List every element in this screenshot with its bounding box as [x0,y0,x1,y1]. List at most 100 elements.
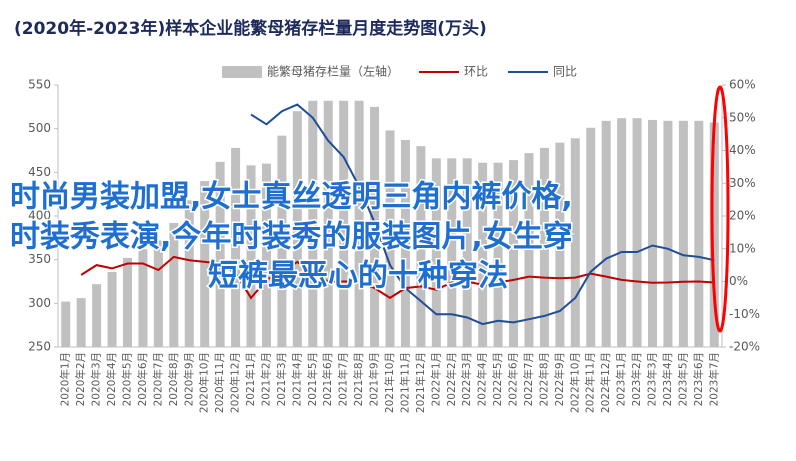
bar [416,146,426,347]
legend-label: 同比 [553,65,577,79]
x-tick-label: 2020年4月 [105,352,118,406]
x-tick-label: 2020年3月 [90,352,103,406]
x-tick-label: 2023年6月 [692,352,705,406]
x-tick-label: 2020年12月 [229,352,242,413]
bar [539,147,549,347]
x-tick-label: 2021年9月 [368,352,381,406]
x-tick-label: 2022年2月 [445,352,458,406]
bar [323,100,333,347]
bar [138,249,148,347]
x-tick-label: 2022年1月 [429,352,442,406]
bar [524,153,534,347]
bar [663,120,673,347]
y2-tick-label: 20% [729,209,756,223]
x-tick-label: 2021年2月 [259,352,272,406]
y-tick-label: 250 [28,340,51,354]
x-tick-label: 2021年11月 [398,352,411,413]
bar [462,158,472,347]
bar [215,161,225,347]
bar [601,120,611,347]
x-tick-label: 2023年1月 [615,352,628,406]
x-tick-label: 2020年2月 [74,352,87,406]
x-tick-label: 2022年9月 [553,352,566,406]
x-tick-label: 2021年10月 [383,352,396,413]
bar [586,127,596,347]
bar [153,240,163,347]
bar [354,100,364,347]
bar [277,135,287,347]
chart-title: (2020年-2023年)样本企业能繁母猪存栏量月度走势图(万头) [14,18,487,39]
bar [292,111,302,347]
bar [431,158,441,347]
y-tick-label: 550 [28,78,51,92]
line [250,103,715,326]
y2-tick-label: 30% [729,176,756,190]
x-tick-label: 2020年7月 [151,352,164,406]
x-tick-label: 2022年12月 [599,352,612,413]
bar [169,222,179,347]
bar [385,130,395,347]
x-tick-label: 2022年3月 [460,352,473,406]
x-tick-label: 2021年4月 [290,352,303,406]
x-tick-label: 2020年1月 [59,352,72,406]
x-tick-label: 2023年3月 [646,352,659,406]
y2-tick-label: -20% [729,340,760,354]
y-tick-label: 450 [28,165,51,179]
y2-tick-label: 60% [729,78,756,92]
x-tick-label: 2023年7月 [707,352,720,406]
x-tick-label: 2020年10月 [198,352,211,413]
bar [709,122,719,347]
y-tick-label: 350 [28,252,51,266]
bar [694,120,704,347]
overlay-text: 短裤最恶心的十种穿法 [208,259,508,294]
x-tick-label: 2023年4月 [661,352,674,406]
y2-tick-label: 0% [729,274,748,288]
bar [107,271,117,347]
bar [308,100,318,347]
x-tick-label: 2023年2月 [630,352,643,406]
x-tick-label: 2020年8月 [167,352,180,406]
overlay-text: 时尚男装加盟,女士真丝透明三角内裤价格, [10,180,573,215]
x-tick-label: 2021年5月 [306,352,319,406]
bar [617,118,627,347]
bar [570,138,580,347]
bar [339,100,349,347]
y2-tick-label: -10% [729,307,760,321]
bar [200,181,210,347]
overlay-text: 时装秀表演,今年时装秀的服装图片,女生穿 [10,220,573,255]
bar [493,162,503,347]
x-tick-label: 2020年11月 [213,352,226,413]
x-tick-label: 2022年10月 [568,352,581,413]
x-tick-label: 2021年6月 [321,352,334,406]
highlight-ellipse [710,85,730,333]
bar [261,163,271,347]
bar [370,106,380,347]
bar [61,301,71,347]
bar [632,118,642,347]
y-tick-label: 400 [28,209,51,223]
legend-swatch [222,66,262,78]
line [80,255,715,300]
x-tick-label: 2022年4月 [476,352,489,406]
y-tick-label: 300 [28,296,51,310]
x-tick-label: 2021年8月 [352,352,365,406]
y2-tick-label: 50% [729,110,756,124]
x-tick-label: 2022年5月 [491,352,504,406]
bar [76,298,86,347]
y2-tick-label: 40% [729,143,756,157]
y2-tick-label: 10% [729,241,756,255]
bar [92,284,102,347]
bar [184,200,194,347]
x-tick-label: 2022年8月 [537,352,550,406]
x-tick-label: 2021年3月 [275,352,288,406]
bar [231,147,241,347]
legend-label: 环比 [464,65,488,79]
y-tick-label: 500 [28,121,51,135]
bar [678,120,688,347]
bar [122,257,132,347]
bar [447,158,457,347]
legend-label: 能繁母猪存栏量（左轴） [267,64,399,79]
x-tick-label: 2021年7月 [337,352,350,406]
x-tick-label: 2020年6月 [136,352,149,406]
